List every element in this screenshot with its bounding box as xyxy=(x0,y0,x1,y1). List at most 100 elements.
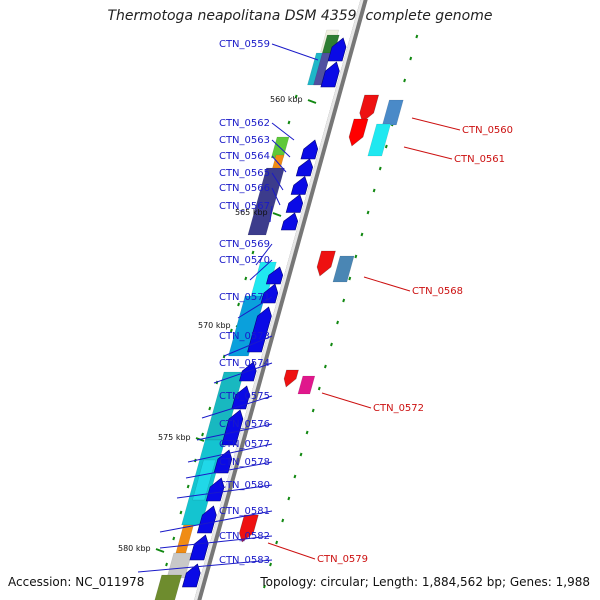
gene-label-forward[interactable]: CTN_0559 xyxy=(219,39,270,50)
gene-leader-line xyxy=(176,484,273,499)
gene-leader-line xyxy=(187,443,273,463)
gene-leader-line xyxy=(201,395,273,419)
gene-leader-line xyxy=(271,187,281,206)
gene-label-forward[interactable]: CTN_0562 xyxy=(219,118,270,129)
guide-dash-reverse xyxy=(311,408,315,413)
guide-dash-reverse xyxy=(354,254,358,259)
kbp-tick-label: 560 kbp xyxy=(270,95,303,104)
cds-arrow-forward xyxy=(295,158,314,177)
segment-block xyxy=(247,167,285,236)
gene-label-forward[interactable]: CTN_0575 xyxy=(219,391,270,402)
gene-label-forward[interactable]: CTN_0571 xyxy=(219,292,270,303)
gene-label-forward[interactable]: CTN_0574 xyxy=(219,358,270,369)
kbp-tick-label: 565 kbp xyxy=(235,208,268,217)
kbp-tick-label: 580 kbp xyxy=(118,544,151,553)
gene-leader-line xyxy=(159,535,273,549)
gene-leader-line xyxy=(267,542,316,560)
topology-text: Topology: circular; Length: 1,884,562 bp… xyxy=(260,575,590,589)
segment-block xyxy=(367,123,391,157)
gene-leader-line xyxy=(403,146,453,160)
cds-arrow-reverse xyxy=(239,514,259,543)
guide-dash-forward xyxy=(237,302,241,307)
guide-dash-forward xyxy=(201,432,205,437)
segment-block xyxy=(228,295,266,357)
gene-leader-line xyxy=(249,259,273,281)
gene-leader-line xyxy=(271,155,287,173)
gene-leader-line xyxy=(271,122,295,141)
guide-dash-reverse xyxy=(384,144,388,149)
cds-arrow-forward xyxy=(205,477,225,502)
cds-arrow-forward xyxy=(189,534,209,561)
gene-label-forward[interactable]: CTN_0580 xyxy=(219,480,270,491)
gene-label-reverse[interactable]: CTN_0579 xyxy=(317,554,368,565)
gene-leader-line xyxy=(271,139,291,158)
gene-label-reverse[interactable]: CTN_0561 xyxy=(454,154,505,165)
kbp-tick-label: 575 kbp xyxy=(158,433,191,442)
guide-dash-reverse xyxy=(360,232,364,237)
gene-leader-line xyxy=(185,461,273,479)
cds-arrow-reverse xyxy=(359,94,380,123)
guide-dash-forward xyxy=(165,562,168,567)
gene-label-forward[interactable]: CTN_0565 xyxy=(219,168,270,179)
gene-label-forward[interactable]: CTN_0563 xyxy=(219,135,270,146)
guide-dash-reverse xyxy=(317,386,321,391)
gene-leader-line xyxy=(237,296,273,319)
guide-dash-reverse xyxy=(403,78,407,83)
gene-label-reverse[interactable]: CTN_0568 xyxy=(412,286,463,297)
cds-arrow-forward xyxy=(231,385,250,410)
guide-dash-reverse xyxy=(366,210,370,215)
cds-arrow-forward xyxy=(265,266,284,285)
guide-dash-reverse xyxy=(287,496,291,501)
gene-label-forward[interactable]: CTN_0569 xyxy=(219,239,270,250)
segment-block xyxy=(382,99,404,126)
gene-label-forward[interactable]: CTN_0567 xyxy=(219,201,270,212)
gene-leader-line xyxy=(269,205,273,223)
cds-arrow-forward xyxy=(290,176,309,195)
guide-dash-forward xyxy=(251,250,255,255)
gene-label-reverse[interactable]: CTN_0572 xyxy=(373,403,424,414)
cds-arrow-forward xyxy=(221,409,244,446)
gene-label-reverse[interactable]: CTN_0560 xyxy=(462,125,513,136)
gene-label-forward[interactable]: CTN_0578 xyxy=(219,457,270,468)
gene-label-forward[interactable]: CTN_0570 xyxy=(219,255,270,266)
cds-arrow-forward xyxy=(280,212,299,231)
gene-leader-line xyxy=(255,243,273,266)
guide-dash-forward xyxy=(172,536,176,541)
guide-dash-forward xyxy=(229,328,233,333)
gene-leader-line xyxy=(213,362,273,384)
gene-label-forward[interactable]: CTN_0581 xyxy=(219,506,270,517)
gene-leader-line xyxy=(137,559,273,573)
gene-label-forward[interactable]: CTN_0583 xyxy=(219,555,270,566)
cds-arrow-forward xyxy=(196,505,217,534)
guide-dash-reverse xyxy=(330,342,333,347)
cds-arrow-reverse xyxy=(283,369,299,388)
gene-leader-line xyxy=(159,510,273,533)
cds-arrow-forward xyxy=(213,449,233,474)
guide-dash-reverse xyxy=(305,430,309,435)
guide-dash-forward xyxy=(287,120,291,125)
guide-dash-reverse xyxy=(269,562,272,567)
guide-dash-reverse xyxy=(342,298,346,303)
map-title: Thermotoga neapolitana DSM 4359, complet… xyxy=(107,8,493,24)
gene-label-forward[interactable]: CTN_0576 xyxy=(219,419,270,430)
guide-dash-forward xyxy=(294,94,298,99)
guide-dash-reverse xyxy=(348,276,352,281)
cds-arrow-reverse xyxy=(348,118,369,147)
guide-dash-reverse xyxy=(378,166,382,171)
gene-leader-line xyxy=(271,172,284,191)
gene-label-forward[interactable]: CTN_0577 xyxy=(219,439,270,450)
gene-label-forward[interactable]: CTN_0582 xyxy=(219,531,270,542)
gene-label-forward[interactable]: CTN_0573 xyxy=(219,331,270,342)
kbp-tick xyxy=(155,548,165,553)
guide-dash-reverse xyxy=(372,188,376,193)
backbone-inner xyxy=(194,0,364,600)
gene-leader-line xyxy=(321,392,372,409)
gene-leader-line xyxy=(196,423,273,441)
gene-leader-line xyxy=(411,117,461,131)
gene-leader-line xyxy=(271,43,319,61)
gene-label-forward[interactable]: CTN_0566 xyxy=(219,183,270,194)
guide-dash-reverse xyxy=(263,584,266,589)
gene-label-forward[interactable]: CTN_0564 xyxy=(219,151,270,162)
guide-dash-reverse xyxy=(336,320,340,325)
